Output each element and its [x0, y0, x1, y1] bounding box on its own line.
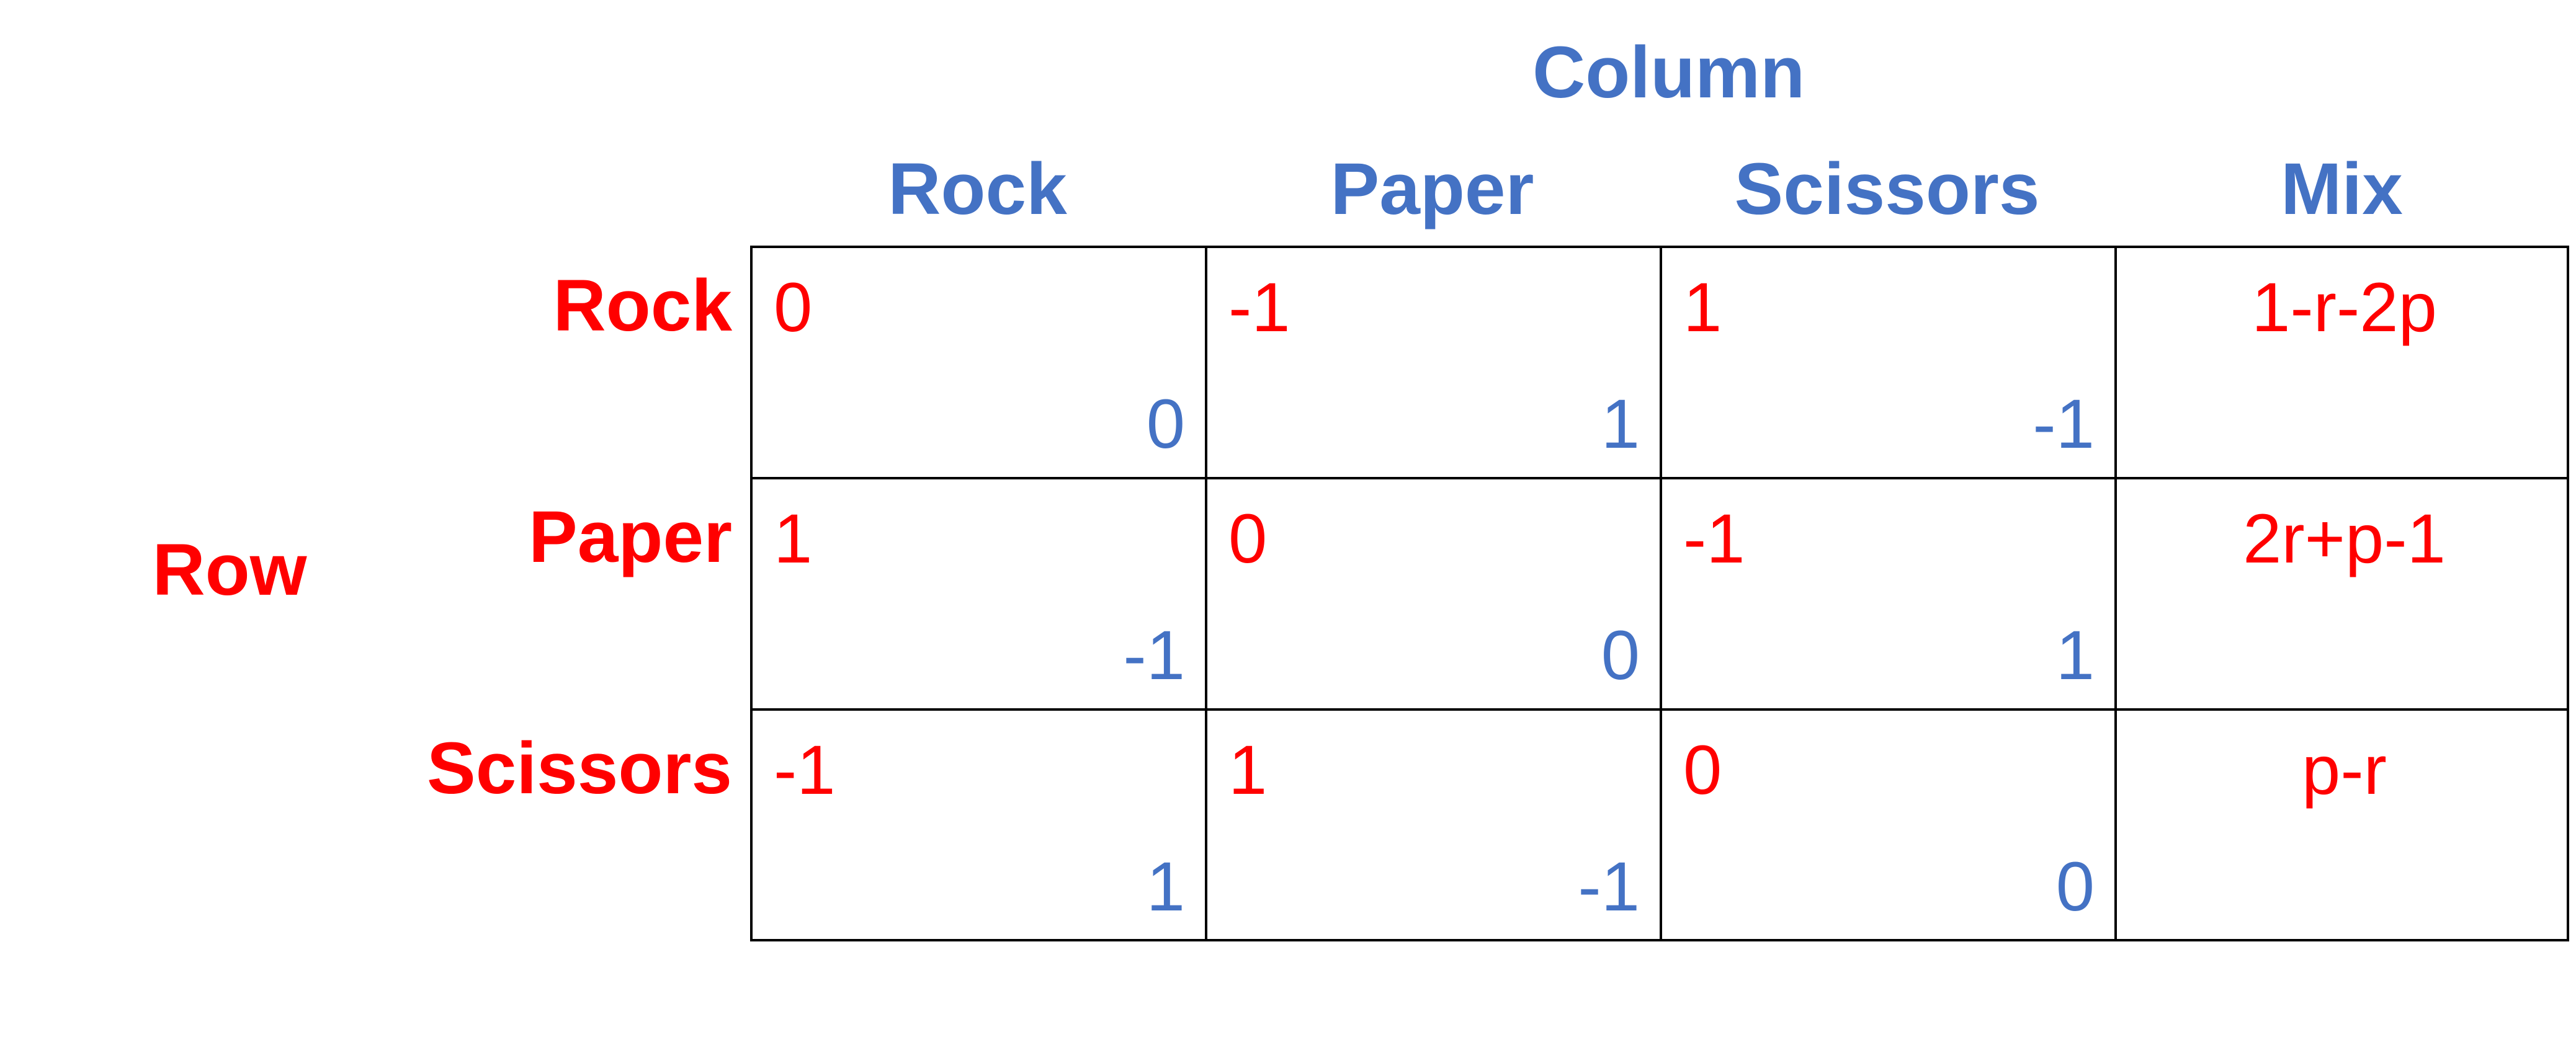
row-payoff: 0: [1683, 731, 1722, 809]
column-payoff: -1: [2033, 385, 2095, 463]
row-payoff: -1: [1228, 269, 1290, 346]
row-payoff: 1: [1228, 731, 1268, 809]
grid-row-divider: [753, 477, 2567, 479]
column-player-label: Column: [1532, 32, 1805, 113]
grid-column-divider: [1205, 248, 1207, 939]
grid-column-divider: [2114, 248, 2117, 939]
column-payoff: 0: [2055, 848, 2095, 925]
column-payoff: 0: [1146, 385, 1185, 463]
row-payoff: 0: [774, 269, 813, 346]
row-header-1: Rock: [553, 265, 732, 347]
column-payoff: 1: [1601, 385, 1640, 463]
column-payoff: -1: [1578, 848, 1640, 925]
row-payoff: -1: [1683, 500, 1745, 577]
row-payoff: -1: [774, 731, 836, 809]
row-payoff: 1: [1683, 269, 1722, 346]
column-header-4: Mix: [2281, 148, 2403, 230]
column-header-3: Scissors: [1734, 148, 2040, 230]
column-header-2: Paper: [1330, 148, 1534, 230]
mix-payoff: p-r: [2302, 731, 2387, 809]
column-payoff: 1: [1146, 848, 1185, 925]
row-header-2: Paper: [529, 496, 732, 578]
column-header-1: Rock: [888, 148, 1067, 230]
grid-row-divider: [753, 708, 2567, 711]
mix-payoff: 1-r-2p: [2252, 269, 2437, 346]
column-payoff: 1: [2055, 616, 2095, 694]
row-payoff: 1: [774, 500, 813, 577]
column-payoff: 0: [1601, 616, 1640, 694]
payoff-grid: 0 0 -1 1 1 -1 1 -1 0 0 -1 1 -1 1 1 -1 0 0 1-r-2p 2r+p-1 p-r: [750, 246, 2569, 941]
row-payoff: 0: [1228, 500, 1268, 577]
row-player-label: Row: [152, 529, 307, 611]
grid-column-divider: [1660, 248, 1662, 939]
mix-payoff: 2r+p-1: [2243, 500, 2446, 577]
row-header-3: Scissors: [427, 727, 732, 809]
column-payoff: -1: [1123, 616, 1185, 694]
